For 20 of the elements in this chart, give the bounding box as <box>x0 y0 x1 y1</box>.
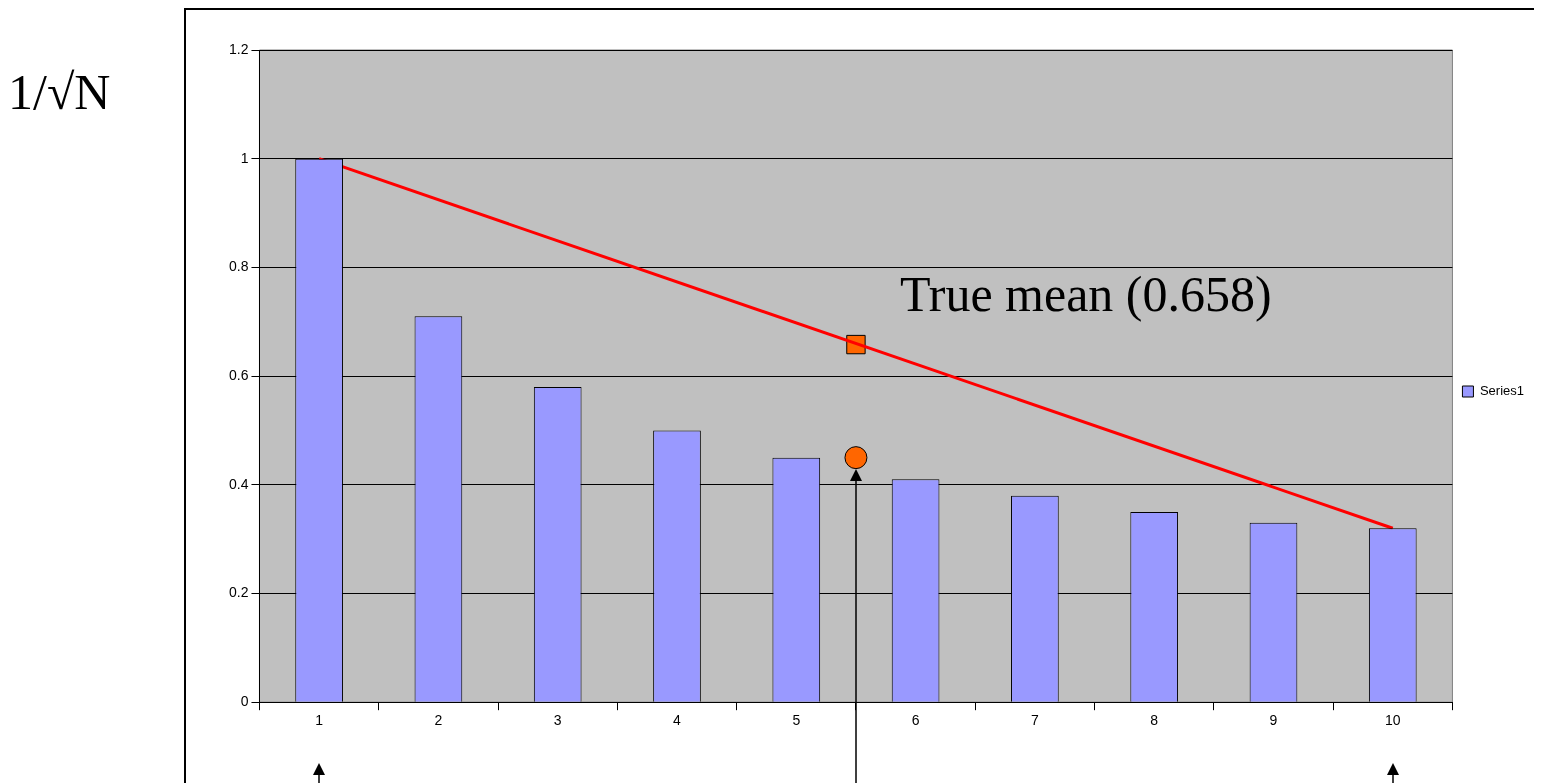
x-tick-label: 6 <box>911 712 920 729</box>
y-tick-label: 0.4 <box>228 475 249 492</box>
x-tick-label: 9 <box>1269 712 1278 729</box>
x-tick-label: 8 <box>1150 712 1159 729</box>
x-tick-label: 3 <box>553 712 562 729</box>
y-tick-label: 0.2 <box>228 584 249 601</box>
y-tick-label: 1.2 <box>228 40 249 57</box>
x-tick-label: 1 <box>315 712 324 729</box>
x-tick-label: 5 <box>792 712 801 729</box>
y-tick-label: 0.8 <box>228 258 249 275</box>
x-tick-label: 4 <box>673 712 682 729</box>
y-tick-label: 0.6 <box>228 366 249 383</box>
x-tick-label: 10 <box>1384 712 1401 729</box>
legend-label: Series1 <box>1479 383 1524 399</box>
x-tick-label: 7 <box>1030 712 1039 729</box>
y-tick-label: 1 <box>240 149 249 166</box>
x-tick-label: 2 <box>434 712 443 729</box>
y-axis-title: 1/√N <box>8 63 111 121</box>
annotation: True mean (0.658) <box>899 265 1272 322</box>
y-tick-label: 0 <box>240 693 249 710</box>
